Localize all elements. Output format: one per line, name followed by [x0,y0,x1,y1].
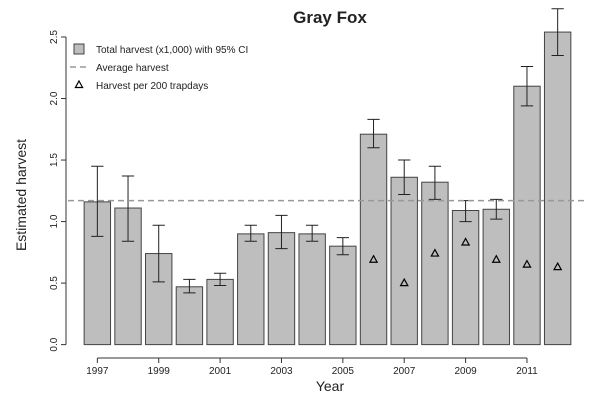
y-tick-label: 1.5 [49,153,60,167]
bar [298,233,326,346]
error-bar [121,175,135,242]
bar [206,278,234,346]
error-bar [398,159,411,195]
y-tick-label: 2.5 [49,30,60,44]
bar [513,85,541,346]
legend-swatch [74,79,84,89]
x-tick-label: 1997 [86,366,109,377]
x-tick-label: 2001 [209,366,232,377]
x-tick-label: 1999 [148,366,171,377]
legend-label: Total harvest (x1,000) with 95% CI [96,45,248,56]
error-bar [428,165,442,200]
bar [482,208,510,346]
x-tick-label: 2005 [332,366,355,377]
bar [451,209,480,346]
y-tick-label: 0.5 [49,276,60,290]
triangle-marker [399,277,409,287]
bar [421,181,449,346]
bar [267,232,296,346]
triangle-marker [368,254,379,263]
error-bar [490,198,503,220]
bar [145,253,173,346]
x-tick-label: 2009 [454,366,477,377]
error-bar [336,237,349,256]
error-bar [367,118,380,149]
y-tick-label: 2.0 [49,91,60,105]
error-bar [213,272,227,287]
bar [175,286,204,346]
error-bar [551,8,564,56]
error-bar [183,278,196,294]
error-bar [244,224,257,242]
triangle-marker [553,261,563,271]
y-tick-label: 0.0 [49,337,60,351]
error-bar [275,214,288,250]
bar [543,31,572,346]
chart-title: Gray Fox [293,8,367,27]
error-bar [152,224,165,283]
bar [237,233,265,346]
bar [390,176,418,346]
x-axis-label: Year [316,378,345,394]
legend-label: Harvest per 200 trapdays [96,81,208,92]
x-tick-label: 2007 [393,366,416,377]
x-tick-label: 2011 [516,366,538,377]
bar [83,201,112,346]
bar [359,133,388,346]
error-bar [91,165,104,237]
triangle-marker [522,259,532,268]
bar [329,245,357,346]
y-tick-label: 1.0 [49,214,60,228]
legend-label: Average harvest [96,63,169,74]
error-bar [306,224,319,242]
error-bar [520,66,534,107]
legend-swatch [73,43,85,55]
triangle-marker [430,248,440,257]
triangle-marker [460,237,471,246]
x-tick-label: 2003 [270,366,293,377]
y-axis-label: Estimated harvest [13,139,29,251]
triangle-marker [491,254,501,263]
